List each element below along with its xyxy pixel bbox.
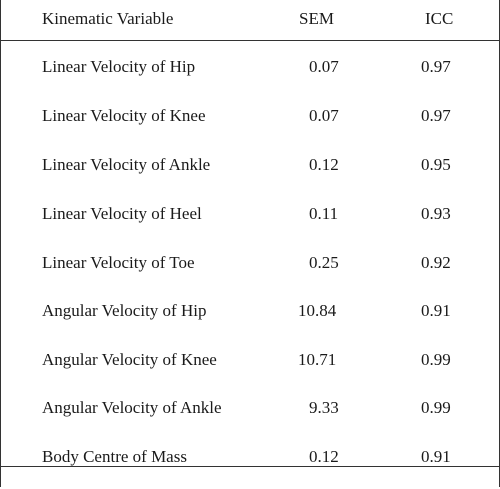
row-icc: 0.97 xyxy=(421,57,451,76)
header-sem: SEM xyxy=(299,9,334,28)
row-icc: 0.95 xyxy=(421,155,451,174)
row-variable: Linear Velocity of Ankle xyxy=(42,155,211,174)
row-variable: Linear Velocity of Toe xyxy=(42,253,195,272)
row-sem: 0.25 xyxy=(309,253,339,272)
table-bottom-rule xyxy=(1,466,499,467)
row-sem: 0.11 xyxy=(309,204,339,223)
row-sem: 10.71 xyxy=(298,350,337,369)
row-icc: 0.99 xyxy=(421,398,451,417)
row-icc: 0.93 xyxy=(421,204,451,223)
row-icc: 0.92 xyxy=(421,253,451,272)
row-sem: 0.12 xyxy=(309,155,339,174)
row-variable: Linear Velocity of Knee xyxy=(42,106,206,125)
row-icc: 0.91 xyxy=(421,301,451,320)
header-kinematic-variable: Kinematic Variable xyxy=(42,9,174,28)
row-variable: Angular Velocity of Knee xyxy=(42,350,217,369)
row-icc: 0.99 xyxy=(421,350,451,369)
row-icc: 0.97 xyxy=(421,106,451,125)
header-icc: ICC xyxy=(425,9,454,28)
row-sem: 10.84 xyxy=(298,301,337,320)
table-header: Kinematic Variable SEM ICC xyxy=(1,0,499,41)
row-sem: 9.33 xyxy=(309,398,339,417)
row-sem: 0.12 xyxy=(309,447,339,466)
row-sem: 0.07 xyxy=(309,106,339,125)
row-icc: 0.91 xyxy=(421,447,451,466)
row-sem: 0.07 xyxy=(309,57,339,76)
row-variable: Angular Velocity of Hip xyxy=(42,301,207,320)
row-variable: Angular Velocity of Ankle xyxy=(42,398,222,417)
row-variable: Linear Velocity of Hip xyxy=(42,57,196,76)
row-variable: Linear Velocity of Heel xyxy=(42,204,202,223)
row-variable: Body Centre of Mass xyxy=(42,447,187,466)
